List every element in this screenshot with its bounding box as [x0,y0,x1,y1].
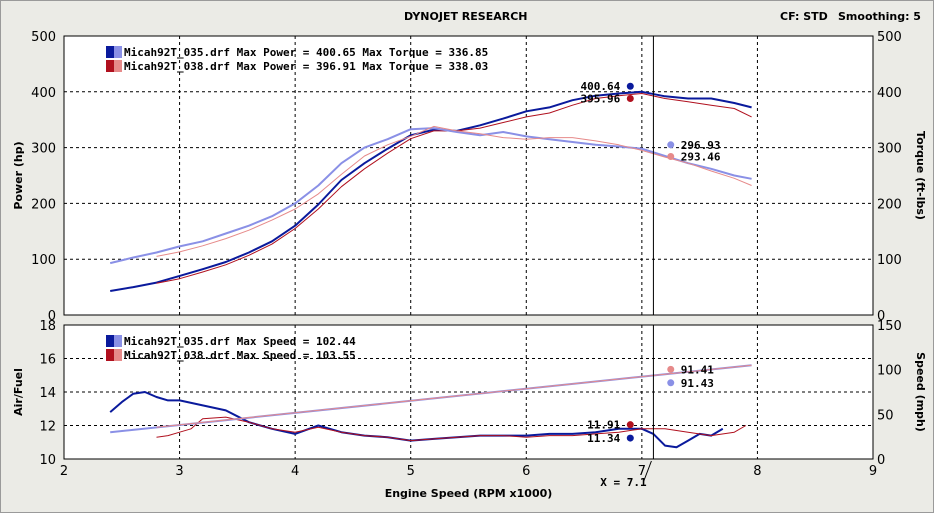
legend-swatch-dark [106,349,114,361]
power-marker-label: 296.93 [681,139,721,152]
afr-y-tick-label: 18 [39,319,56,334]
power-y-tick-label: 100 [31,253,56,268]
afr-marker-point [667,379,675,387]
series-line-micah92t-038-drf-air-fuel [156,416,747,442]
legend-swatch-dark [106,46,114,58]
x-tick-label: 8 [753,464,761,479]
power-marker-point [626,82,634,90]
x-tick-label: 3 [175,464,183,479]
power-marker-point [667,153,675,161]
header-title: DYNOJET RESEARCH [404,10,528,23]
afr-y-tick-label: 10 [39,453,56,468]
power-plot-area [63,35,874,316]
legend-entry-1: Micah92T_035.drf Max Speed = 102.44 [124,335,356,348]
x-tick-label: 2 [60,464,68,479]
legend-swatch-light [114,60,122,72]
afr-y-right-tick-label: 150 [877,319,902,334]
legend-swatch-light [114,335,122,347]
power-marker-point [626,94,634,102]
smoothing-label: Smoothing: 5 [838,10,921,23]
afr-y-tick-label: 12 [39,420,56,435]
afr-y-right-tick-label: 0 [877,453,885,468]
power-y-right-tick-label: 400 [877,86,902,101]
x-tick-label: 5 [407,464,415,479]
afr-y-right-tick-label: 50 [877,408,894,423]
cursor-x-label: X = 7.1 [600,476,647,489]
series-line-micah92t-038-drf-speed [156,364,752,428]
legend-entry-1: Micah92T_035.drf Max Power = 400.65 Max … [124,46,488,59]
afr-marker-point [626,421,634,429]
afr-y-right-tick-label: 100 [877,364,902,379]
power-y-right-axis-title: Torque (ft-lbs) [914,131,927,220]
power-y-tick-label: 200 [31,197,56,212]
afr-marker-point [626,434,634,442]
afr-y-tick-label: 14 [39,386,56,401]
power-y-tick-label: 500 [31,30,56,45]
afr-y-right-axis-title: Speed (mph) [914,352,927,432]
x-tick-label: 6 [522,464,530,479]
afr-y-tick-label: 16 [39,353,56,368]
legend-entry-2: Micah92T_038.drf Max Speed = 103.55 [124,349,356,362]
afr-marker-label: 91.41 [681,363,714,376]
x-tick-label: 4 [291,464,299,479]
legend-swatch-dark [106,335,114,347]
legend-entry-2: Micah92T_038.drf Max Power = 396.91 Max … [124,60,488,73]
power-y-right-tick-label: 0 [877,309,885,324]
power-marker-point [667,141,675,149]
afr-marker-label: 11.34 [587,432,620,445]
power-marker-label: 400.64 [581,80,621,93]
series-line-micah92t-038-drf-torque [156,125,752,257]
x-axis-title: Engine Speed (RPM x1000) [385,487,553,500]
power-y-right-tick-label: 200 [877,197,902,212]
afr-marker-point [667,365,675,373]
series-line-micah92t-035-drf-power [110,90,752,292]
afr-marker-label: 11.91 [587,419,620,432]
power-y-axis-title: Power (hp) [12,141,25,209]
afr-y-axis-title: Air/Fuel [12,368,25,416]
power-y-right-tick-label: 100 [877,253,902,268]
power-y-right-tick-label: 500 [877,30,902,45]
legend-swatch-light [114,349,122,361]
power-y-tick-label: 0 [48,309,56,324]
afr-marker-label: 91.43 [681,377,714,390]
cf-label: CF: STD [780,10,828,23]
power-y-right-tick-label: 300 [877,142,902,157]
legend-swatch-dark [106,60,114,72]
x-tick-label: 7 [638,464,646,479]
series-line-micah92t-035-drf-torque [109,127,752,265]
power-y-tick-label: 300 [31,142,56,157]
power-marker-label: 395.96 [581,92,621,105]
legend-swatch-light [114,46,122,58]
power-y-tick-label: 400 [31,86,56,101]
cursor-pointer-line [642,460,652,483]
power-marker-label: 293.46 [681,151,721,164]
x-tick-label: 9 [869,464,877,479]
